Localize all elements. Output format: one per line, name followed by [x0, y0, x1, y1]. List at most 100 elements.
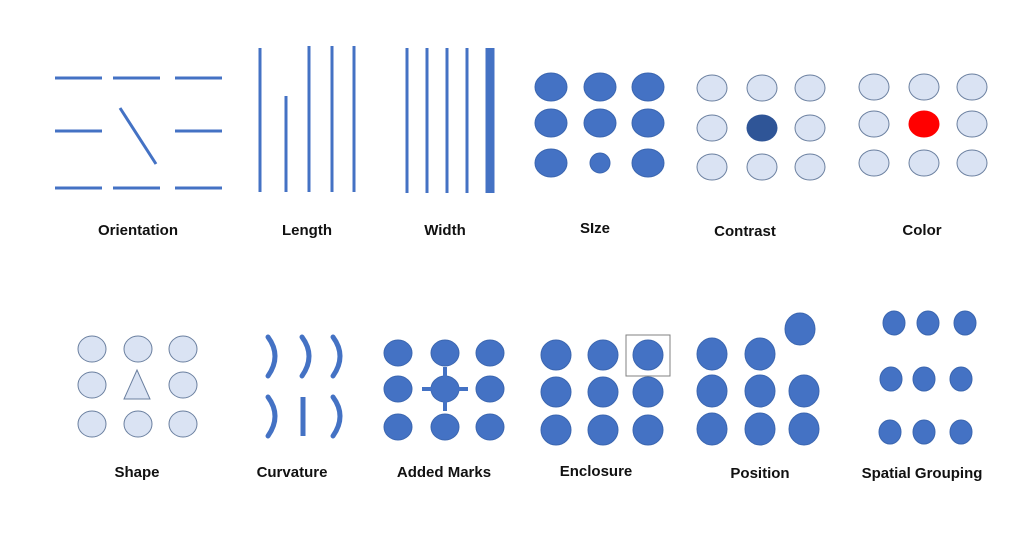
light-dot: [168, 371, 198, 399]
light-dot: [794, 114, 826, 142]
dot: [587, 339, 619, 371]
light-dot: [908, 73, 940, 101]
dot: [475, 413, 505, 441]
contrast-panel: [696, 74, 826, 181]
dark-dot: [746, 114, 778, 142]
dot: [696, 337, 728, 371]
small-dot: [589, 152, 611, 174]
length-label: Length: [282, 222, 332, 239]
dot: [540, 339, 572, 371]
light-dot: [794, 153, 826, 181]
dot: [631, 72, 665, 102]
dot: [788, 412, 820, 446]
dot: [953, 310, 977, 336]
size-label: SIze: [580, 220, 610, 237]
dot: [583, 72, 617, 102]
light-dot: [77, 335, 107, 363]
color-label: Color: [902, 222, 941, 239]
dot: [534, 108, 568, 138]
dot: [540, 414, 572, 446]
light-dot: [956, 110, 988, 138]
curved-line: [265, 394, 278, 439]
dot: [632, 339, 664, 371]
contrast-label: Contrast: [714, 223, 776, 240]
length-panel: [258, 46, 356, 192]
spatial-grouping-panel: [878, 310, 977, 445]
light-dot: [746, 74, 778, 102]
curvature-panel: [265, 334, 343, 439]
light-dot: [956, 149, 988, 177]
curved-line: [299, 334, 312, 379]
light-dot: [696, 74, 728, 102]
light-dot: [858, 149, 890, 177]
dot: [744, 412, 776, 446]
dot: [475, 375, 505, 403]
dot: [696, 412, 728, 446]
curved-line: [265, 334, 278, 379]
enclosure-box: [625, 334, 671, 377]
enclosure-panel: [540, 334, 671, 446]
dot: [430, 413, 460, 441]
spatial-grouping-label: Spatial Grouping: [862, 465, 983, 482]
dot: [631, 148, 665, 178]
dot: [587, 376, 619, 408]
enclosure-label: Enclosure: [560, 463, 633, 480]
orientation-label: Orientation: [98, 222, 178, 239]
light-dot: [123, 335, 153, 363]
curved-line: [330, 394, 343, 439]
light-dot: [858, 73, 890, 101]
light-dot: [956, 73, 988, 101]
light-dot: [908, 149, 940, 177]
dot: [383, 375, 413, 403]
light-dot: [696, 153, 728, 181]
dot: [788, 374, 820, 408]
shape-label: Shape: [114, 464, 159, 481]
red-dot: [908, 110, 940, 138]
light-dot: [77, 410, 107, 438]
light-dot: [794, 74, 826, 102]
light-dot: [858, 110, 890, 138]
position-label: Position: [730, 465, 789, 482]
dot: [430, 339, 460, 367]
dot: [583, 108, 617, 138]
position-panel: [696, 312, 820, 446]
light-dot: [168, 410, 198, 438]
dot: [949, 419, 973, 445]
dot: [916, 310, 940, 336]
dot: [587, 414, 619, 446]
dot: [383, 413, 413, 441]
size-panel: [534, 72, 665, 178]
dot: [949, 366, 973, 392]
shape-panel: [77, 335, 198, 438]
light-dot: [77, 371, 107, 399]
light-dot: [168, 335, 198, 363]
dot: [744, 374, 776, 408]
dot: [383, 339, 413, 367]
dot: [882, 310, 906, 336]
dot: [696, 374, 728, 408]
light-dot: [123, 410, 153, 438]
dot: [632, 414, 664, 446]
dot: [744, 337, 776, 371]
dot: [632, 376, 664, 408]
width-panel: [405, 48, 495, 193]
dot: [534, 148, 568, 178]
added-marks-label: Added Marks: [397, 464, 491, 481]
dot: [878, 419, 902, 445]
light-dot: [696, 114, 728, 142]
dot: [912, 419, 936, 445]
width-label: Width: [424, 222, 466, 239]
light-dot: [746, 153, 778, 181]
dot: [912, 366, 936, 392]
curved-line: [330, 334, 343, 379]
added-marks-panel: [383, 339, 505, 441]
triangle-shape: [123, 368, 151, 400]
dot: [631, 108, 665, 138]
curvature-label: Curvature: [257, 464, 328, 481]
tilted-line: [118, 107, 158, 165]
dot: [534, 72, 568, 102]
color-panel: [858, 73, 988, 177]
offset-dot: [784, 312, 816, 346]
dot: [475, 339, 505, 367]
